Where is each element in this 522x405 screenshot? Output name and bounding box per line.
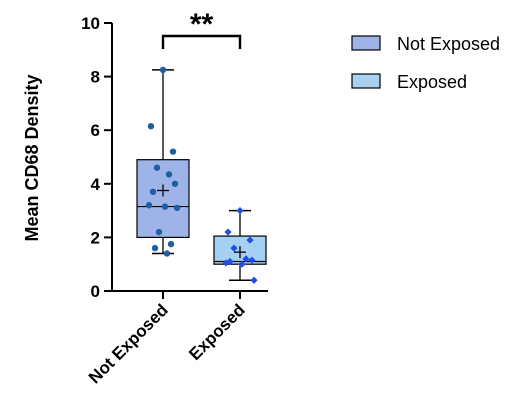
box-exposed [213, 207, 267, 284]
x-tick-label: Not Exposed [85, 300, 172, 387]
significance-bracket [161, 34, 242, 49]
data-point [149, 188, 157, 196]
data-point [248, 256, 256, 264]
plot-area: 0 2 4 6 8 10 Not Exposed Exposed ** [81, 8, 268, 387]
y-tick-label: 6 [91, 121, 100, 140]
data-point [155, 228, 163, 236]
legend-label: Not Exposed [397, 34, 500, 54]
legend-item: Exposed [351, 72, 467, 92]
data-point [236, 207, 244, 215]
y-tick-label: 10 [81, 14, 100, 33]
legend-item: Not Exposed [351, 34, 500, 54]
data-point [151, 244, 159, 252]
y-tick-label: 8 [91, 68, 100, 87]
box-iqr [136, 159, 190, 238]
data-point [169, 148, 177, 155]
data-point [238, 260, 246, 268]
data-point [161, 203, 169, 210]
data-point [153, 164, 161, 171]
data-point [230, 244, 238, 252]
data-point [171, 180, 179, 187]
data-point [163, 250, 171, 257]
y-tick-label: 2 [91, 228, 100, 247]
box-not-exposed [136, 66, 190, 257]
data-point [165, 171, 173, 178]
y-tick-label: 0 [91, 282, 100, 301]
data-point [173, 204, 181, 212]
data-point [159, 66, 167, 74]
legend: Not Exposed Exposed [351, 34, 500, 92]
data-point [147, 122, 155, 130]
legend-label: Exposed [397, 72, 467, 92]
y-tick-label: 4 [91, 175, 101, 194]
significance-label: ** [190, 8, 214, 41]
data-point [226, 257, 234, 266]
x-tick-label: Exposed [185, 300, 249, 364]
data-point [145, 202, 153, 209]
data-point [250, 276, 258, 284]
legend-swatch [351, 73, 381, 89]
data-point [242, 255, 250, 263]
legend-swatch [351, 35, 381, 51]
data-point [222, 259, 230, 267]
data-point [167, 240, 175, 248]
data-point [246, 236, 254, 244]
y-axis-title: Mean CD68 Density [22, 74, 42, 241]
data-point [224, 228, 232, 236]
